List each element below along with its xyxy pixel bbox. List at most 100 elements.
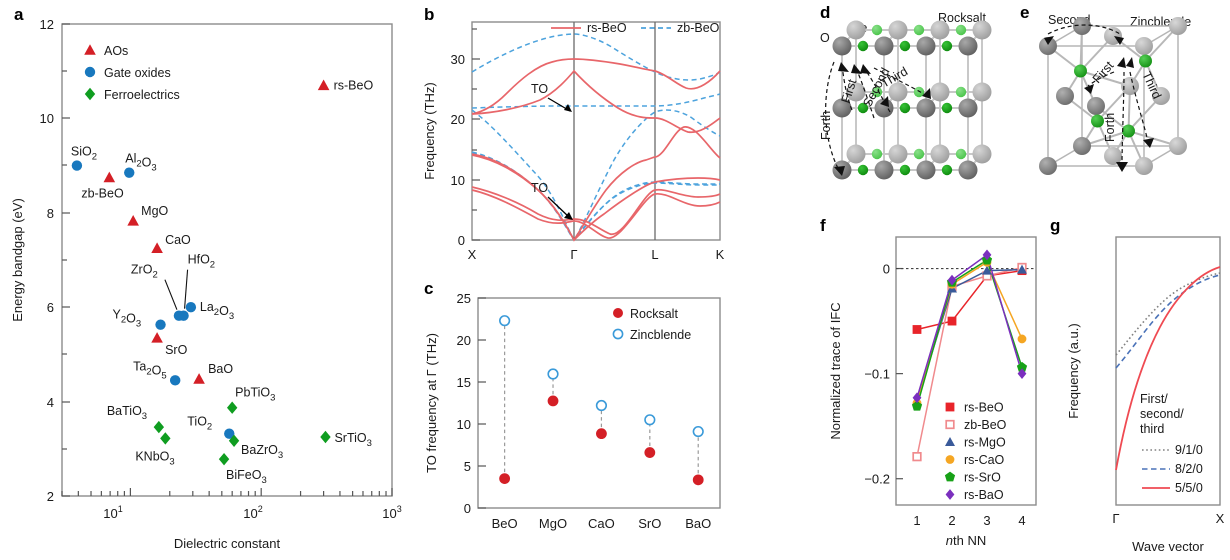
marker-zb-BeO-nn1 (912, 452, 922, 462)
y-tick-25: 25 (457, 291, 471, 306)
panel-e-arrowheads (1044, 36, 1154, 172)
y-tick-4: 4 (47, 395, 54, 410)
data-point-SrTiO3 (320, 430, 331, 444)
data-point-MgO (127, 215, 139, 226)
y-tick-1: −0.1 (864, 367, 890, 382)
beryllium-atom (913, 86, 925, 98)
panel-c-data (499, 315, 704, 486)
y-tick-2: 2 (47, 489, 54, 504)
oxygen-atom (888, 82, 908, 102)
oxygen-atom (1039, 37, 1057, 55)
panel-c-frame (477, 297, 721, 509)
legend-marker-rocksalt (613, 308, 623, 318)
beryllium-atom (955, 24, 967, 36)
panel-g-chart: Frequency (a.u.) Γ X Wave vector First/ … (1066, 236, 1225, 554)
data-point-BaTiO3 (153, 420, 165, 434)
label-forth: Forth (819, 111, 833, 140)
beryllium-atom (941, 40, 953, 52)
beryllium-atom (871, 148, 883, 160)
panel-f-legend: rs-BeO zb-BeO rs-MgO rs-CaO rs-SrO rs-BaO (944, 401, 1007, 502)
x-tick-3: 3 (983, 513, 990, 528)
beryllium-atom (899, 40, 911, 52)
oxygen-atom (1152, 87, 1170, 105)
data-point-Ta2O5 (169, 375, 181, 386)
to-label-upper: TO (531, 82, 548, 96)
x-tick-10e1: 101 (103, 504, 122, 521)
panel-c-y-axis: 0 5 10 15 20 25 (457, 291, 486, 516)
rocksalt-point-CaO (596, 428, 607, 440)
beryllium-atom (1091, 114, 1104, 128)
panel-c-x-axis: BeO MgO CaO SrO BaO (492, 516, 712, 531)
data-label-BaTiO3: BaTiO3 (107, 404, 147, 422)
panel-d: d Rocksalt O Be First Second Third Forth (818, 0, 1018, 215)
leader-zro2 (164, 279, 178, 310)
oxygen-atom (1121, 77, 1139, 95)
legend-label-zb-beo: zb-BeO (677, 21, 720, 35)
legend-label-8-2-0: 8/2/0 (1175, 462, 1203, 476)
x-tick-Gamma: Γ (570, 247, 577, 262)
legend-marker-rs-BaO (945, 489, 955, 500)
panel-f: f 0 −0.1 −0.2 Normalized trace of IFC 1 2 3 4… (818, 215, 1048, 560)
y-tick-10: 10 (457, 417, 471, 432)
beryllium-atom (955, 148, 967, 160)
legend-label-rs-CaO: rs-CaO (964, 453, 1005, 467)
label-oxygen: O (820, 31, 830, 45)
data-point-Y2O3 (155, 319, 166, 330)
beryllium-atom (899, 164, 911, 176)
panel-d-arrowheads (834, 62, 931, 176)
x-tick-K: K (716, 247, 725, 262)
oxygen-atom (1135, 37, 1153, 55)
panel-b: b 0 10 20 30 Frequency (THz) X Γ L K (410, 0, 820, 280)
oxygen-atom (846, 144, 866, 164)
panel-b-chart: 0 10 20 30 Frequency (THz) X Γ L K (422, 21, 725, 262)
beryllium-atom (913, 24, 925, 36)
beryllium-atom (913, 148, 925, 160)
data-label-ZrO2: ZrO2 (131, 263, 158, 281)
beryllium-atom (857, 40, 869, 52)
y-tick-8: 8 (47, 206, 54, 221)
panel-f-xlabel: nth NN (946, 533, 986, 548)
legend-label-5-5-0: 5/5/0 (1175, 481, 1203, 495)
panel-g-legend: First/ second/ third 9/1/0 8/2/0 5/5/0 (1140, 392, 1203, 495)
legend-marker-rs-BeO (945, 402, 955, 412)
panel-d-structure: Rocksalt O Be First Second Third Forth (819, 11, 992, 180)
data-point-PbTiO3 (226, 401, 238, 414)
panel-a-y-axis: 12 10 8 6 4 2 Energy bandgap (eV) (10, 17, 70, 504)
legend-label-rs-SrO: rs-SrO (964, 471, 1001, 485)
oxygen-atom (832, 98, 852, 118)
panel-b-y-axis: 0 10 20 30 Frequency (THz) (422, 28, 480, 248)
oxygen-atom (930, 144, 950, 164)
panel-c-legend: Rocksalt Zincblende (612, 307, 691, 342)
data-label-Ta2O5: Ta2O5 (133, 359, 167, 381)
panel-f-frame (895, 236, 1037, 506)
oxygen-atom (1104, 147, 1122, 165)
panel-b-zb-bands (471, 33, 721, 242)
series-line-rs-BeO (916, 269, 1023, 331)
oxygen-atom (916, 98, 936, 118)
x-tick-X: X (468, 247, 477, 262)
beryllium-atom (857, 102, 869, 114)
rocksalt-point-SrO (644, 447, 656, 458)
oxygen-atom (930, 82, 950, 102)
panel-b-frame (471, 21, 721, 241)
data-label-CaO: CaO (165, 233, 191, 247)
data-label-La2O3: La2O3 (200, 300, 234, 322)
marker-rs-BeO-nn1 (912, 325, 922, 334)
zincblende-point-BaO (692, 425, 704, 438)
data-point-TiO2 (224, 428, 235, 439)
oxygen-atom (888, 144, 908, 164)
x-tick-2: 2 (948, 513, 955, 528)
y-tick-20: 20 (457, 333, 471, 348)
beryllium-atom (857, 164, 869, 176)
oxygen-atom (846, 20, 866, 40)
data-label-HfO2: HfO2 (188, 253, 216, 271)
zincblende-point-SrO (644, 414, 656, 426)
panel-f-x-axis: 1 2 3 4 (913, 513, 1025, 528)
panel-b-legend: rs-BeO zb-BeO (551, 21, 720, 35)
legend-title-line-3: third (1140, 422, 1164, 436)
x-tick-X: X (1216, 511, 1225, 526)
legend-label-rs-beo: rs-BeO (587, 21, 627, 35)
leader-hfo2 (184, 269, 189, 309)
x-tick-4: 4 (1018, 513, 1025, 528)
panel-a-x-axis (61, 488, 393, 496)
